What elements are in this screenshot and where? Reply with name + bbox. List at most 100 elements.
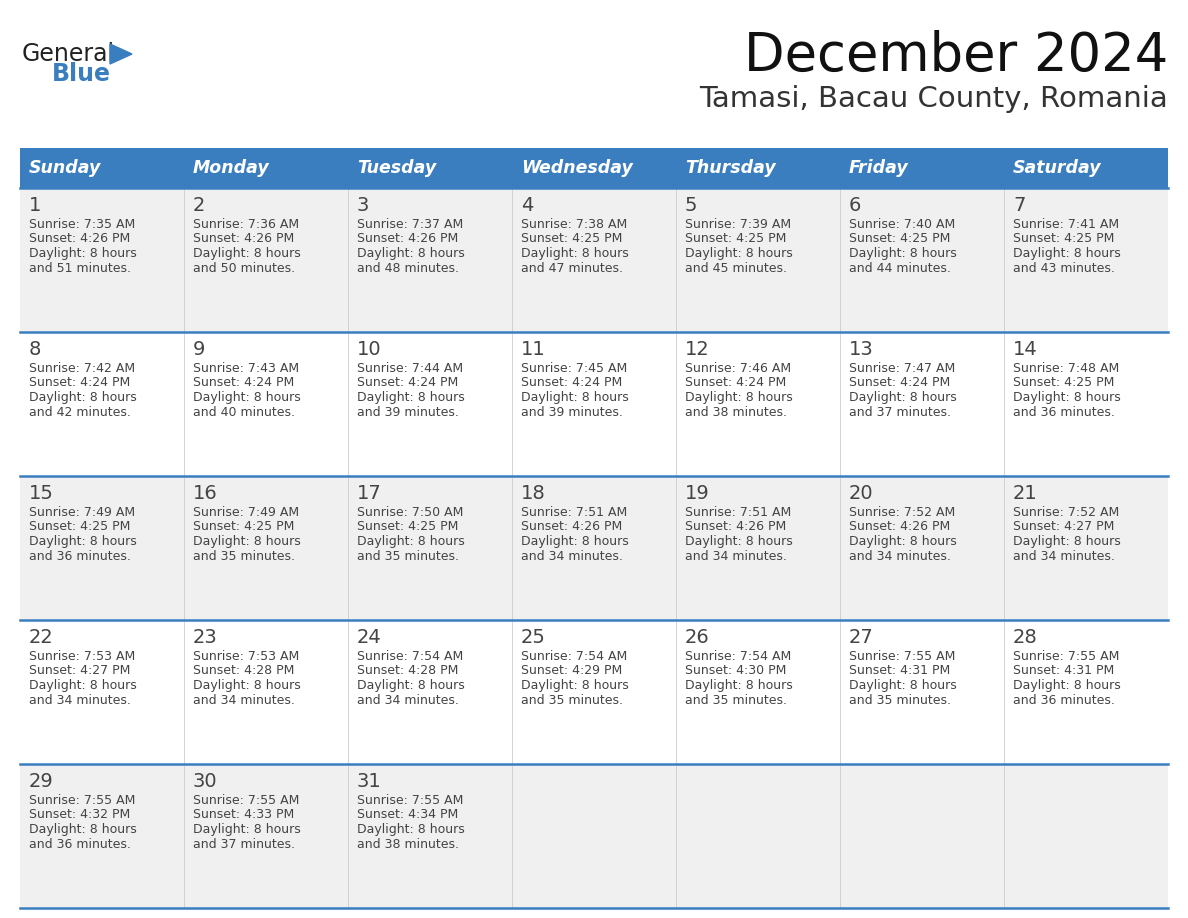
Text: Daylight: 8 hours: Daylight: 8 hours xyxy=(192,823,301,836)
Text: Daylight: 8 hours: Daylight: 8 hours xyxy=(358,679,465,692)
Text: and 48 minutes.: and 48 minutes. xyxy=(358,262,459,274)
Text: and 37 minutes.: and 37 minutes. xyxy=(192,837,295,850)
Text: Sunrise: 7:35 AM: Sunrise: 7:35 AM xyxy=(29,218,135,231)
Text: Daylight: 8 hours: Daylight: 8 hours xyxy=(849,535,956,548)
Text: 19: 19 xyxy=(685,484,709,503)
Text: Tamasi, Bacau County, Romania: Tamasi, Bacau County, Romania xyxy=(700,85,1168,113)
Text: Sunrise: 7:52 AM: Sunrise: 7:52 AM xyxy=(849,506,955,519)
Text: 2: 2 xyxy=(192,196,206,215)
Text: and 44 minutes.: and 44 minutes. xyxy=(849,262,950,274)
Text: Daylight: 8 hours: Daylight: 8 hours xyxy=(1013,247,1120,260)
Text: Sunset: 4:26 PM: Sunset: 4:26 PM xyxy=(849,521,950,533)
Text: Sunrise: 7:39 AM: Sunrise: 7:39 AM xyxy=(685,218,791,231)
Text: Friday: Friday xyxy=(849,159,909,177)
Text: Sunrise: 7:42 AM: Sunrise: 7:42 AM xyxy=(29,362,135,375)
Text: Sunset: 4:25 PM: Sunset: 4:25 PM xyxy=(849,232,950,245)
Text: and 50 minutes.: and 50 minutes. xyxy=(192,262,295,274)
Text: Sunrise: 7:44 AM: Sunrise: 7:44 AM xyxy=(358,362,463,375)
Bar xyxy=(20,764,1168,908)
Text: and 36 minutes.: and 36 minutes. xyxy=(1013,406,1114,419)
Text: and 34 minutes.: and 34 minutes. xyxy=(29,693,131,707)
Text: Daylight: 8 hours: Daylight: 8 hours xyxy=(1013,535,1120,548)
Text: Sunrise: 7:49 AM: Sunrise: 7:49 AM xyxy=(192,506,299,519)
Text: Tuesday: Tuesday xyxy=(358,159,436,177)
Text: Sunrise: 7:53 AM: Sunrise: 7:53 AM xyxy=(29,650,135,663)
Text: Sunset: 4:24 PM: Sunset: 4:24 PM xyxy=(849,376,950,389)
Text: Daylight: 8 hours: Daylight: 8 hours xyxy=(522,535,628,548)
Text: and 36 minutes.: and 36 minutes. xyxy=(29,550,131,563)
Text: Sunrise: 7:38 AM: Sunrise: 7:38 AM xyxy=(522,218,627,231)
Text: Sunset: 4:24 PM: Sunset: 4:24 PM xyxy=(685,376,786,389)
Text: 25: 25 xyxy=(522,628,545,647)
Text: 1: 1 xyxy=(29,196,42,215)
Text: and 35 minutes.: and 35 minutes. xyxy=(522,693,623,707)
Text: Sunrise: 7:51 AM: Sunrise: 7:51 AM xyxy=(522,506,627,519)
Text: Daylight: 8 hours: Daylight: 8 hours xyxy=(685,247,792,260)
Text: Sunset: 4:30 PM: Sunset: 4:30 PM xyxy=(685,665,786,677)
Text: 10: 10 xyxy=(358,340,381,359)
Text: Sunrise: 7:53 AM: Sunrise: 7:53 AM xyxy=(192,650,299,663)
Text: and 42 minutes.: and 42 minutes. xyxy=(29,406,131,419)
Text: Monday: Monday xyxy=(192,159,270,177)
Text: Sunset: 4:25 PM: Sunset: 4:25 PM xyxy=(1013,376,1114,389)
Bar xyxy=(184,148,348,188)
Text: and 47 minutes.: and 47 minutes. xyxy=(522,262,623,274)
Text: 20: 20 xyxy=(849,484,873,503)
Text: 30: 30 xyxy=(192,772,217,791)
Text: Sunset: 4:31 PM: Sunset: 4:31 PM xyxy=(849,665,950,677)
Text: 22: 22 xyxy=(29,628,53,647)
Text: and 34 minutes.: and 34 minutes. xyxy=(358,693,459,707)
Text: Daylight: 8 hours: Daylight: 8 hours xyxy=(849,391,956,404)
Text: and 37 minutes.: and 37 minutes. xyxy=(849,406,952,419)
Text: Sunset: 4:25 PM: Sunset: 4:25 PM xyxy=(1013,232,1114,245)
Text: 23: 23 xyxy=(192,628,217,647)
Text: Sunset: 4:24 PM: Sunset: 4:24 PM xyxy=(192,376,295,389)
Text: Sunset: 4:34 PM: Sunset: 4:34 PM xyxy=(358,809,459,822)
Text: and 38 minutes.: and 38 minutes. xyxy=(685,406,786,419)
Text: 18: 18 xyxy=(522,484,545,503)
Text: Sunset: 4:26 PM: Sunset: 4:26 PM xyxy=(685,521,786,533)
Text: Daylight: 8 hours: Daylight: 8 hours xyxy=(1013,679,1120,692)
Text: 24: 24 xyxy=(358,628,381,647)
Text: Daylight: 8 hours: Daylight: 8 hours xyxy=(358,823,465,836)
Bar xyxy=(840,148,1004,188)
Text: Daylight: 8 hours: Daylight: 8 hours xyxy=(358,247,465,260)
Text: 31: 31 xyxy=(358,772,381,791)
Text: Blue: Blue xyxy=(52,62,110,86)
Text: 27: 27 xyxy=(849,628,873,647)
Text: Daylight: 8 hours: Daylight: 8 hours xyxy=(522,247,628,260)
Text: and 39 minutes.: and 39 minutes. xyxy=(358,406,459,419)
Bar xyxy=(512,148,676,188)
Text: Sunrise: 7:51 AM: Sunrise: 7:51 AM xyxy=(685,506,791,519)
Text: Sunrise: 7:55 AM: Sunrise: 7:55 AM xyxy=(1013,650,1119,663)
Text: Sunrise: 7:55 AM: Sunrise: 7:55 AM xyxy=(849,650,955,663)
Text: Sunrise: 7:52 AM: Sunrise: 7:52 AM xyxy=(1013,506,1119,519)
Text: Sunset: 4:25 PM: Sunset: 4:25 PM xyxy=(192,521,295,533)
Text: Sunset: 4:25 PM: Sunset: 4:25 PM xyxy=(685,232,786,245)
Text: 12: 12 xyxy=(685,340,709,359)
Text: Daylight: 8 hours: Daylight: 8 hours xyxy=(29,535,137,548)
Text: Sunrise: 7:55 AM: Sunrise: 7:55 AM xyxy=(192,794,299,807)
Text: Sunrise: 7:54 AM: Sunrise: 7:54 AM xyxy=(358,650,463,663)
Text: Daylight: 8 hours: Daylight: 8 hours xyxy=(29,391,137,404)
Text: Sunrise: 7:55 AM: Sunrise: 7:55 AM xyxy=(358,794,463,807)
Text: and 34 minutes.: and 34 minutes. xyxy=(849,550,950,563)
Text: Sunset: 4:24 PM: Sunset: 4:24 PM xyxy=(522,376,623,389)
Text: Daylight: 8 hours: Daylight: 8 hours xyxy=(192,247,301,260)
Text: 13: 13 xyxy=(849,340,873,359)
Text: Sunrise: 7:37 AM: Sunrise: 7:37 AM xyxy=(358,218,463,231)
Text: Sunrise: 7:48 AM: Sunrise: 7:48 AM xyxy=(1013,362,1119,375)
Text: Sunrise: 7:36 AM: Sunrise: 7:36 AM xyxy=(192,218,299,231)
Text: Daylight: 8 hours: Daylight: 8 hours xyxy=(192,679,301,692)
Bar xyxy=(20,188,1168,332)
Text: 8: 8 xyxy=(29,340,42,359)
Text: 9: 9 xyxy=(192,340,206,359)
Text: Saturday: Saturday xyxy=(1013,159,1101,177)
Text: and 34 minutes.: and 34 minutes. xyxy=(192,693,295,707)
Bar xyxy=(20,332,1168,476)
Text: and 36 minutes.: and 36 minutes. xyxy=(29,837,131,850)
Text: Sunset: 4:28 PM: Sunset: 4:28 PM xyxy=(358,665,459,677)
Text: Thursday: Thursday xyxy=(685,159,776,177)
Text: and 34 minutes.: and 34 minutes. xyxy=(522,550,623,563)
Text: and 39 minutes.: and 39 minutes. xyxy=(522,406,623,419)
